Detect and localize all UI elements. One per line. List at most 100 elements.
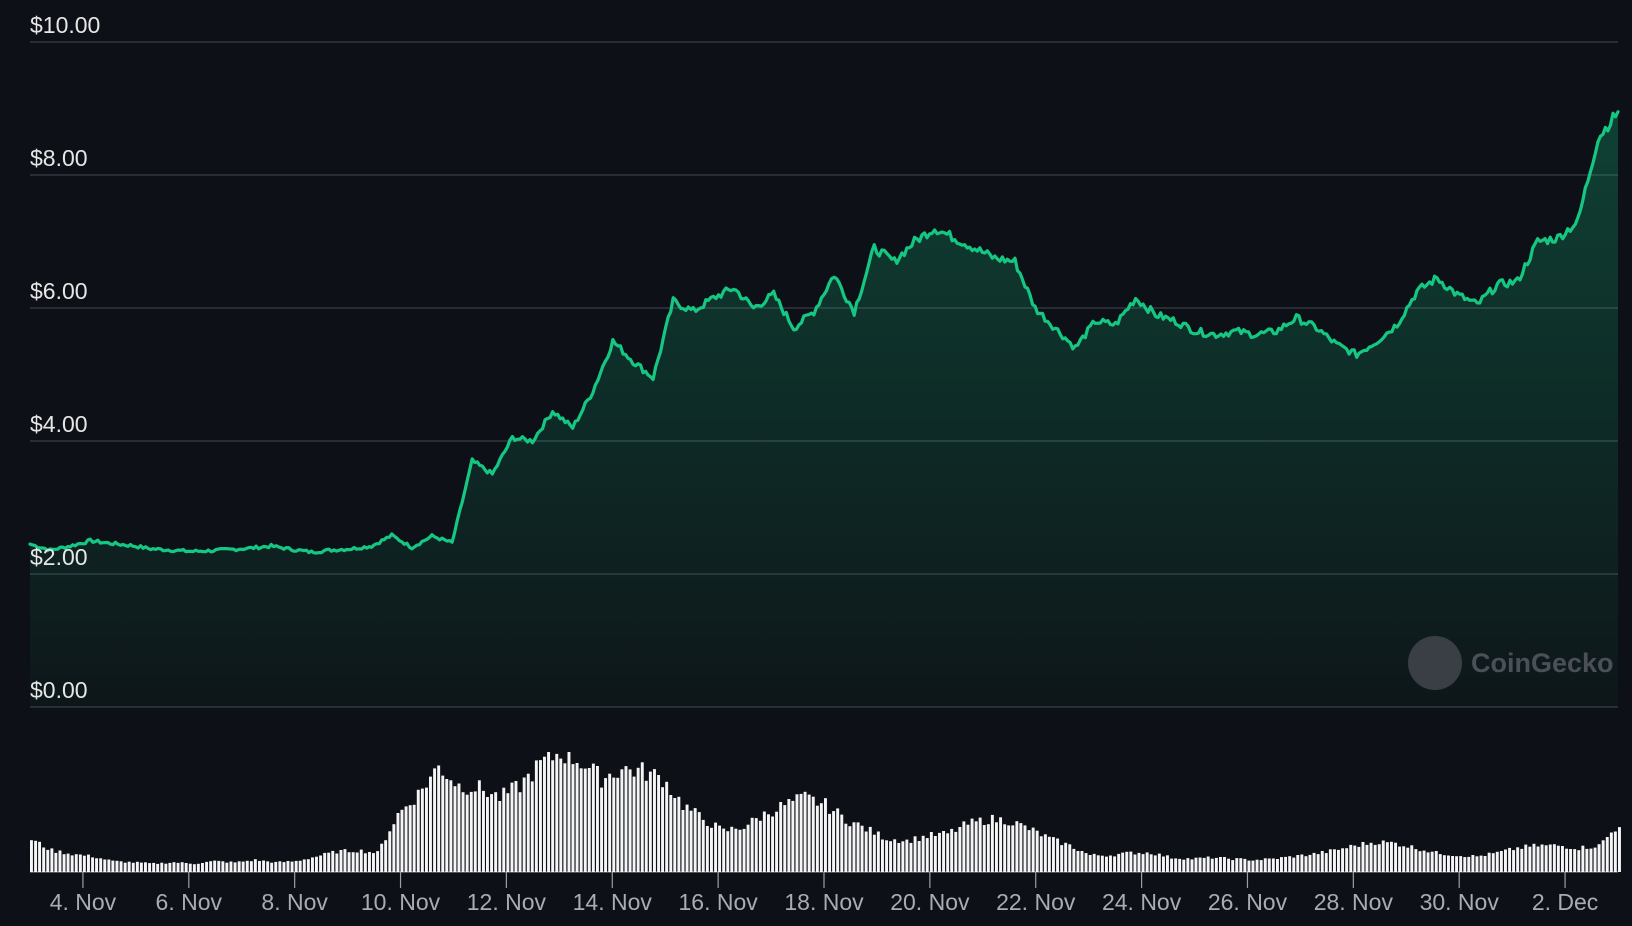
volume-bar <box>278 861 282 872</box>
x-tick-label: 2. Dec <box>1532 889 1598 915</box>
volume-bar <box>315 856 318 872</box>
volume-bar <box>530 781 534 872</box>
volume-bar <box>722 828 726 872</box>
volume-bar <box>1536 846 1540 872</box>
volume-bar <box>954 831 958 872</box>
volume-bar <box>514 781 518 872</box>
volume-bar <box>482 790 485 872</box>
volume-bar <box>791 800 795 872</box>
price-area <box>30 111 1618 708</box>
volume-bar <box>636 767 640 872</box>
volume-bar <box>1504 849 1507 872</box>
volume-bar <box>347 852 351 872</box>
volume-bar <box>1003 824 1007 872</box>
volume-bar <box>1597 844 1601 872</box>
volume-bar <box>632 776 636 872</box>
y-tick-label: $8.00 <box>30 145 88 171</box>
volume-bar <box>1394 842 1398 872</box>
volume-bar <box>115 860 119 872</box>
volume-bar <box>1015 821 1019 872</box>
volume-bar <box>1247 860 1251 872</box>
volume-bar <box>730 826 734 872</box>
volume-bar <box>1141 854 1145 872</box>
x-tick-label: 16. Nov <box>679 889 759 915</box>
volume-bar <box>1039 836 1043 872</box>
volume-bar <box>400 809 404 872</box>
volume-bar <box>1019 823 1023 872</box>
volume-bar <box>38 841 42 872</box>
volume-bar <box>950 828 954 872</box>
volume-bar <box>852 822 856 872</box>
volume-bar <box>1178 858 1182 872</box>
volume-bar <box>1271 858 1275 872</box>
volume-bar <box>404 806 408 872</box>
volume-bar <box>714 822 718 872</box>
volume-bar <box>616 777 620 872</box>
volume-bar <box>571 764 575 872</box>
volume-bar <box>249 861 253 872</box>
volume-bar <box>1084 853 1088 872</box>
volume-bar <box>787 799 791 872</box>
x-tick-label: 30. Nov <box>1420 889 1500 915</box>
volume-bar <box>913 836 917 872</box>
volume-bar <box>229 861 233 872</box>
volume-bar <box>1406 847 1410 872</box>
volume-bar <box>408 805 412 872</box>
volume-bar <box>298 860 302 872</box>
volume-bar <box>46 849 50 872</box>
volume-bar <box>1157 853 1161 872</box>
x-tick-label: 26. Nov <box>1208 889 1288 915</box>
volume-bar <box>933 836 937 872</box>
volume-bar <box>1251 860 1255 872</box>
volume-bar <box>526 773 530 872</box>
volume-bar <box>91 857 95 872</box>
x-tick-label: 28. Nov <box>1314 889 1394 915</box>
volume-bar <box>885 840 889 872</box>
volume-bar <box>99 858 103 872</box>
volume-bar <box>1442 855 1446 872</box>
volume-bar <box>502 787 506 872</box>
volume-bar <box>612 777 616 872</box>
volume-bar <box>1296 855 1300 872</box>
volume-bar <box>172 862 176 872</box>
volume-bar <box>1113 856 1117 872</box>
volume-bar <box>1263 858 1267 872</box>
volume-bar <box>1402 846 1406 872</box>
y-axis: $0.00 $2.00 $4.00 $6.00 $8.00 $10.00 <box>30 12 100 703</box>
volume-bar <box>1528 846 1532 872</box>
volume-bar <box>693 808 697 872</box>
volume-bar <box>1508 847 1512 872</box>
volume-bar <box>962 821 966 872</box>
volume-bar <box>1133 854 1137 872</box>
volume-bar <box>70 855 74 872</box>
volume-bar <box>1349 844 1353 872</box>
volume-bar <box>213 860 217 872</box>
volume-bar <box>1495 851 1499 872</box>
volume-bar <box>848 826 852 872</box>
volume-bar <box>461 792 465 872</box>
volume-bar <box>567 752 571 872</box>
volume-bar <box>1324 853 1328 872</box>
volume-bar <box>74 854 78 872</box>
volume-bar <box>380 843 384 872</box>
volume-bar <box>795 794 799 872</box>
volume-bar <box>1475 856 1479 872</box>
volume-bar <box>999 817 1003 872</box>
volume-bar <box>1447 855 1450 872</box>
volume-bar <box>1060 845 1064 872</box>
volume-bars <box>30 752 1621 873</box>
volume-bar <box>783 805 787 872</box>
volume-bar <box>152 862 156 872</box>
volume-bar <box>1076 851 1080 872</box>
volume-bar <box>282 862 286 872</box>
volume-bar <box>640 762 644 872</box>
volume-bar <box>604 778 608 872</box>
volume-bar <box>815 805 819 872</box>
volume-bar <box>665 781 669 872</box>
volume-bar <box>87 854 90 872</box>
volume-bar <box>1105 856 1108 872</box>
volume-bar <box>1471 855 1475 872</box>
volume-bar <box>746 824 750 872</box>
volume-bar <box>942 831 946 872</box>
